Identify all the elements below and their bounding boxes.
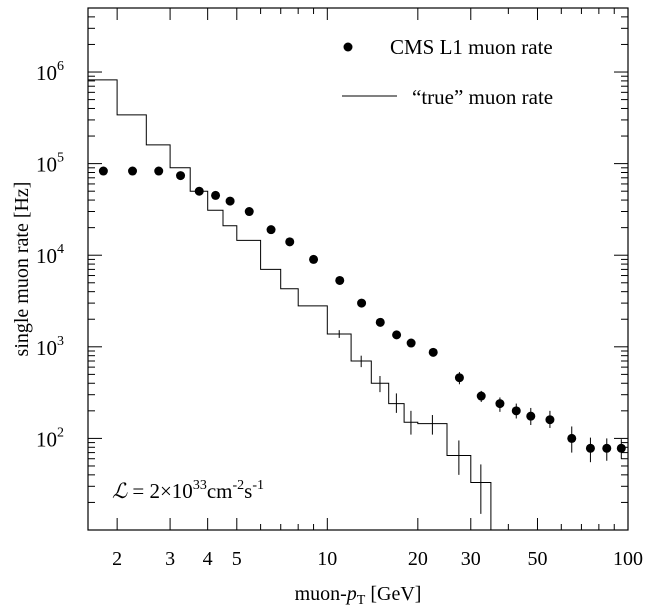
- x-axis-title-var: p: [345, 583, 357, 605]
- l1-rate-point: [406, 338, 416, 348]
- true-rate-step-line: [88, 79, 492, 530]
- y-tick-label: 106: [36, 59, 64, 85]
- l1-rate-point: [194, 186, 204, 196]
- luminosity-exp1: 33: [193, 478, 207, 493]
- legend-marker-l1: [343, 42, 353, 52]
- x-tick-label: 3: [165, 548, 175, 570]
- l1-rate-point: [98, 166, 108, 176]
- l1-rate-point: [616, 443, 626, 453]
- l1-rate-point: [244, 207, 254, 217]
- legend-label-l1: CMS L1 muon rate: [390, 35, 553, 59]
- true-rate-histogram: [88, 79, 492, 530]
- l1-rate-point: [285, 237, 295, 247]
- luminosity-exp2: -2: [232, 478, 244, 493]
- l1-rate-point: [495, 399, 505, 409]
- y-tick-label: 102: [36, 425, 64, 451]
- legend-label-true: “true” muon rate: [412, 85, 553, 109]
- l1-rate-point: [585, 443, 595, 453]
- l1-rate-point: [392, 330, 402, 340]
- x-tick-label: 30: [461, 548, 481, 570]
- x-tick-label: 20: [408, 548, 428, 570]
- l1-rate-point: [335, 275, 345, 285]
- l1-rate-point: [526, 411, 536, 421]
- l1-rate-point: [428, 347, 438, 357]
- l1-rate-point: [357, 298, 367, 308]
- legend: CMS L1 muon rate “true” muon rate: [342, 35, 553, 109]
- axis-ticks: [88, 7, 629, 531]
- luminosity-annotation: ℒ = 2×1033cm-2s-1: [112, 478, 264, 503]
- l1-rate-point: [545, 415, 555, 425]
- l1-rate-point: [266, 225, 276, 235]
- luminosity-symbol: ℒ: [112, 479, 128, 503]
- y-tick-label: 103: [36, 334, 64, 360]
- l1-rate-point: [225, 196, 235, 206]
- x-tick-labels: 2 3 4 5 10 20 30 50 100: [112, 548, 643, 570]
- y-tick-labels: 102 103 104 105 106: [36, 59, 64, 451]
- luminosity-exp3: -1: [252, 478, 264, 493]
- x-tick-label: 4: [203, 548, 213, 570]
- l1-rate-point: [476, 391, 486, 401]
- l1-rate-point: [375, 317, 385, 327]
- x-axis-title-main: muon-: [295, 583, 347, 605]
- x-tick-label: 10: [317, 548, 337, 570]
- l1-rate-point: [454, 373, 464, 383]
- x-axis-title: muon-pT [GeV]: [295, 583, 422, 607]
- l1-rate-point: [128, 166, 138, 176]
- luminosity-value: = 2×10: [127, 479, 193, 503]
- x-tick-label: 2: [112, 548, 122, 570]
- l1-rate-point: [567, 433, 577, 443]
- y-axis-title: single muon rate [Hz]: [11, 182, 33, 357]
- x-axis-title-sub: T: [357, 593, 366, 607]
- l1-rate-points: [98, 166, 626, 463]
- y-tick-label: 104: [36, 242, 64, 268]
- luminosity-unit2: s: [244, 479, 252, 503]
- l1-rate-point: [211, 190, 221, 200]
- x-tick-label: 100: [613, 548, 643, 570]
- l1-rate-point: [176, 171, 186, 181]
- l1-rate-point: [154, 166, 164, 176]
- l1-rate-point: [309, 254, 319, 264]
- x-axis-title-unit: [GeV]: [365, 583, 421, 605]
- luminosity-unit1: cm: [207, 479, 233, 503]
- x-tick-label: 5: [232, 548, 242, 570]
- x-tick-label: 50: [527, 548, 547, 570]
- l1-rate-point: [602, 443, 612, 453]
- y-tick-label: 105: [36, 151, 64, 177]
- l1-rate-point: [511, 406, 521, 416]
